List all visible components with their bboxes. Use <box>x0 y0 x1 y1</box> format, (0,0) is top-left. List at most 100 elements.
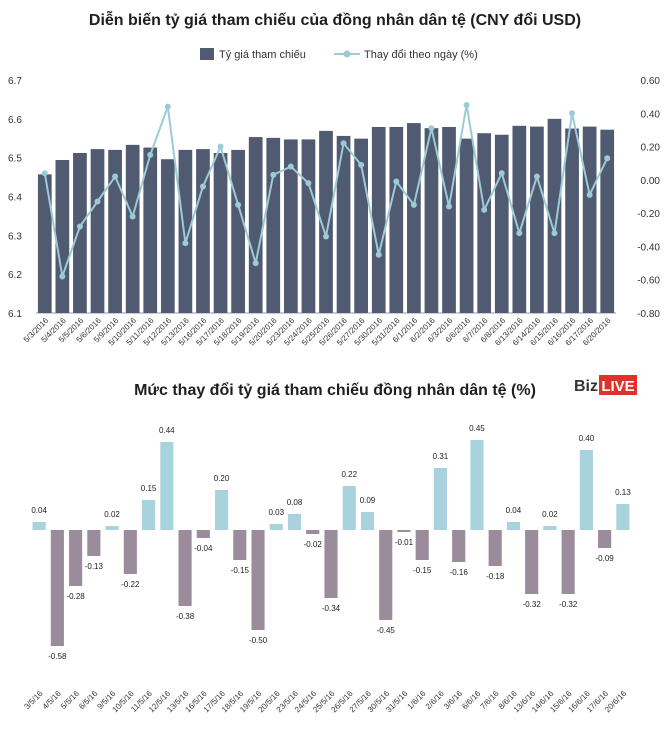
chart2-bar <box>415 530 429 560</box>
chart2-bar <box>196 530 210 538</box>
chart2-data-label: -0.16 <box>450 568 469 577</box>
chart1-bar <box>319 130 333 313</box>
chart2-bar <box>324 530 338 598</box>
chart1-bar <box>459 138 474 313</box>
chart2-data-label: 0.40 <box>579 434 595 443</box>
chart1-bar <box>371 126 386 313</box>
chart1-legend: Tỷ giá tham chiếu Thay đổi theo ngày (%) <box>200 48 478 61</box>
chart2-data-label: 0.22 <box>341 470 357 479</box>
chart1-bar <box>125 144 140 313</box>
chart1-left-tick: 6.2 <box>8 270 22 281</box>
chart1-bar <box>600 129 615 313</box>
chart2-bar <box>360 512 375 530</box>
chart1-bar <box>389 126 404 313</box>
chart2-bar <box>397 530 411 532</box>
chart2-data-label: 0.45 <box>469 424 485 433</box>
chart2-bar <box>470 440 484 530</box>
chart2-bar <box>342 486 356 530</box>
chart1-bar <box>37 174 52 313</box>
chart2-bar <box>616 504 630 530</box>
chart2-x-tick-label: 7/6/16 <box>478 689 500 711</box>
chart2-bar <box>506 522 520 530</box>
chart2-x-tick-label: 3/6/16 <box>442 689 464 711</box>
chart1-line-point <box>604 155 611 162</box>
chart2-bar <box>50 530 64 646</box>
chart2-data-label: -0.04 <box>194 544 213 553</box>
chart1-line-point <box>446 203 453 210</box>
chart2-data-label: 0.03 <box>268 508 284 517</box>
chart1-left-tick: 6.6 <box>8 115 22 126</box>
chart1-line-point <box>270 171 277 178</box>
chart1-bar <box>231 149 245 313</box>
chart1-left-tick: 6.7 <box>8 76 22 87</box>
chart1-line-point <box>305 180 312 187</box>
chart2-bar <box>142 500 156 530</box>
chart1-line-point <box>147 151 154 158</box>
chart1-line-point <box>428 125 435 132</box>
chart2-bar <box>123 530 137 574</box>
chart1-line-point <box>375 251 382 258</box>
chart1-bar <box>213 153 228 313</box>
chart1-bar <box>512 125 527 313</box>
chart2-data-label: -0.32 <box>559 600 578 609</box>
chart1-right-tick: 0.00 <box>641 176 661 187</box>
chart1-bar <box>90 149 105 313</box>
chart1-line-point <box>533 173 540 180</box>
chart2-data-label: 0.15 <box>141 484 157 493</box>
chart1-bar <box>530 126 544 313</box>
chart2-x-tick-label: 1/6/16 <box>406 689 428 711</box>
chart2-bar <box>105 526 119 530</box>
chart2-data-label: -0.22 <box>121 580 140 589</box>
chart1-right-tick: -0.40 <box>637 242 660 253</box>
chart2-data-label: -0.34 <box>322 604 341 613</box>
chart1-line-point <box>112 173 119 180</box>
chart1-line-point <box>340 140 347 147</box>
chart2-bar <box>287 514 302 530</box>
chart2-data-label: -0.38 <box>176 612 195 621</box>
chart2-data-label: 0.08 <box>287 498 303 507</box>
chart2-bar <box>214 490 229 530</box>
chart2-x-ticks: 3/5/164/5/165/5/166/5/169/5/1610/5/1611/… <box>22 689 628 715</box>
chart1-line-point <box>323 233 329 240</box>
chart1-bar <box>407 123 421 313</box>
chart2-data-label: -0.45 <box>377 626 396 635</box>
chart2-bar <box>488 530 502 566</box>
chart1-line-point <box>59 273 66 280</box>
chart1-x-ticks: 5/3/20165/4/20165/5/20165/6/20165/9/2016… <box>22 316 613 348</box>
chart1-line-point <box>586 191 593 198</box>
chart2-data-label: -0.02 <box>304 540 323 549</box>
legend-line-marker <box>343 50 351 58</box>
chart1-right-tick: -0.80 <box>637 309 660 320</box>
chart1-bar <box>301 139 316 313</box>
chart1-line-point <box>217 143 224 150</box>
chart2-bar <box>525 530 539 594</box>
chart2-bar <box>379 530 393 620</box>
chart1-right-tick: -0.60 <box>637 276 660 287</box>
chart1-bar <box>196 149 210 313</box>
chart1-line-point <box>569 110 576 117</box>
chart2-bar <box>178 530 192 606</box>
chart1-line-point <box>551 230 558 237</box>
chart1-bar <box>143 147 158 313</box>
chart2-data-label: 0.20 <box>214 474 230 483</box>
chart2-data-label: -0.58 <box>48 652 67 661</box>
chart2-bar <box>598 530 612 548</box>
chart2-bar <box>543 526 557 530</box>
chart2-data-label: 0.04 <box>506 506 522 515</box>
chart2-x-tick-label: 6/6/16 <box>460 689 482 711</box>
chart1-line-point <box>498 170 505 177</box>
chart2-x-tick-label: 4/5/16 <box>41 689 63 711</box>
chart1-left-tick: 6.3 <box>8 231 22 242</box>
chart2-data-label: 0.09 <box>360 496 376 505</box>
bizlive-logo: Biz LIVE <box>574 375 637 395</box>
legend-bar-label: Tỷ giá tham chiếu <box>219 49 306 61</box>
chart1-right-tick: 0.40 <box>641 109 661 120</box>
chart1-bar <box>160 159 175 313</box>
chart2-data-label: 0.31 <box>433 452 449 461</box>
chart2-data-label: -0.15 <box>231 566 250 575</box>
chart2-bar <box>579 450 593 530</box>
chart2-data-label: -0.50 <box>249 636 268 645</box>
chart1-right-tick: -0.20 <box>637 209 660 220</box>
